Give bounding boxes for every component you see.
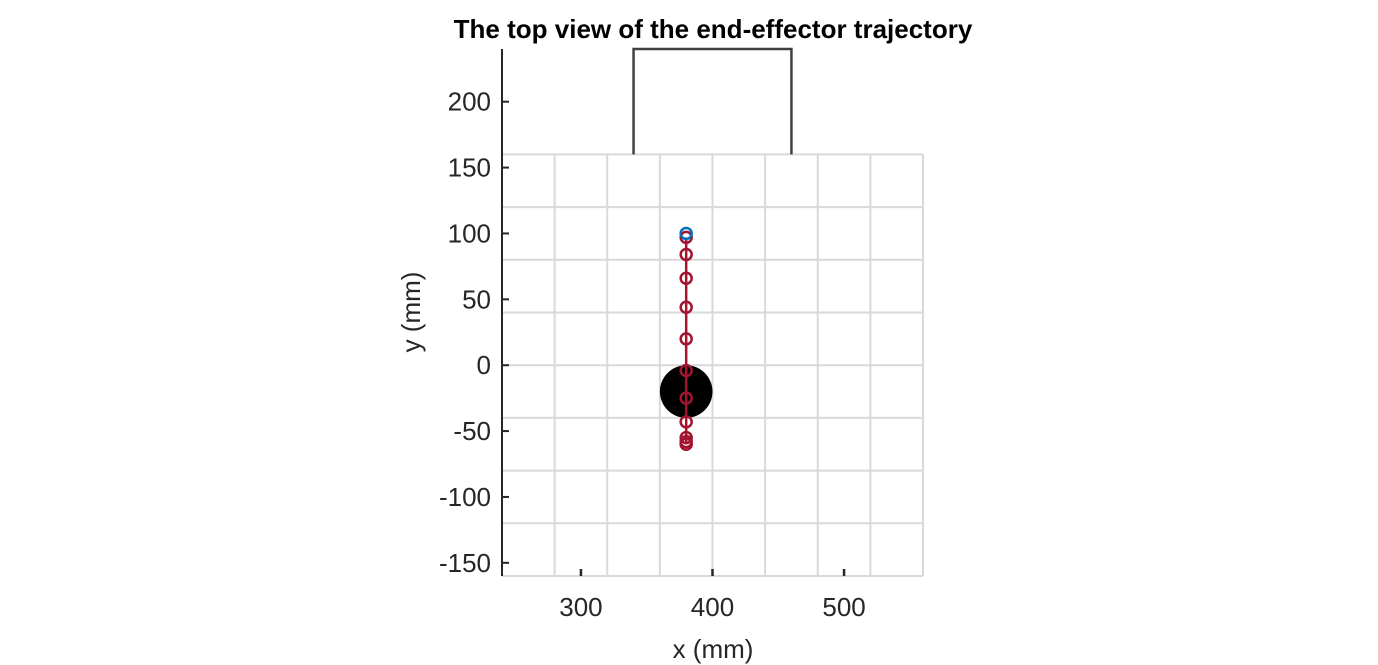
- trajectory-point: [679, 391, 693, 405]
- trajectory-point: [679, 430, 693, 445]
- x-tick-label: 400: [691, 592, 734, 622]
- trajectory-point: [679, 363, 693, 378]
- y-tick-label: -50: [453, 416, 491, 446]
- y-tick-label: -150: [439, 548, 491, 578]
- trajectory-point: [679, 332, 693, 346]
- grid: [501, 153, 924, 577]
- trajectory-point: [679, 271, 693, 285]
- tick-labels: -150 -100 -50 0 50 100 150 200 300 400 500: [439, 87, 866, 622]
- trajectory-point: [679, 415, 693, 429]
- x-tick-label: 300: [559, 592, 602, 622]
- trajectory-point: [679, 230, 693, 245]
- y-tick-label: 200: [448, 87, 491, 117]
- data-series: [679, 226, 693, 451]
- trajectory-point: [679, 437, 693, 451]
- axes: [501, 49, 846, 576]
- rectangle-outline: [632, 47, 793, 155]
- chart-title: The top view of the end-effector traject…: [454, 14, 973, 44]
- y-tick-label: 100: [448, 218, 491, 248]
- y-axis-label: y (mm): [396, 272, 426, 353]
- start-point: [679, 226, 693, 241]
- y-tick-label: 150: [448, 153, 491, 183]
- trajectory-point: [679, 300, 693, 314]
- x-tick-label: 500: [822, 592, 865, 622]
- y-tick-label: -100: [439, 482, 491, 512]
- y-tick-label: 0: [477, 350, 491, 380]
- trajectory-point: [679, 247, 693, 262]
- x-axis-label: x (mm): [673, 634, 754, 664]
- y-tick-label: 50: [462, 284, 491, 314]
